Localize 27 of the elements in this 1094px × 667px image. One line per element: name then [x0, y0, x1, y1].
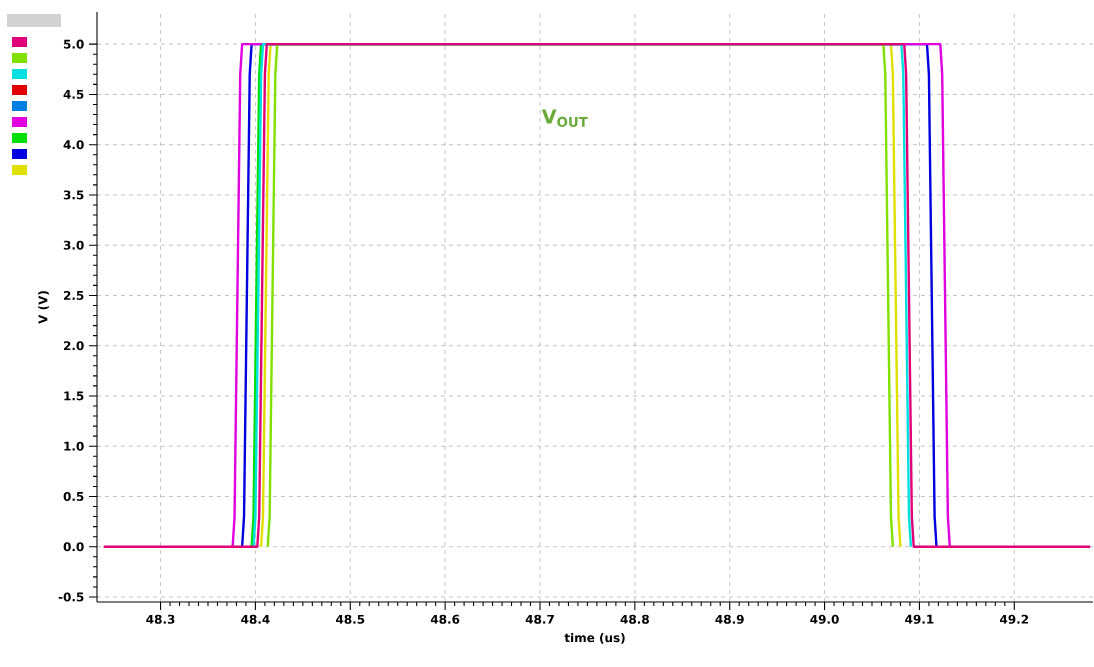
y-tick-label: 5.0 [63, 39, 84, 49]
x-tick-label: 48.5 [336, 614, 365, 624]
y-tick-label: 1.5 [64, 391, 84, 401]
y-tick-label: 0.5 [63, 491, 84, 501]
x-tick-label: 49.1 [905, 614, 934, 624]
line-series [250, 42, 263, 548]
x-tick-label: 48.4 [241, 614, 270, 624]
y-tick-label: 0.0 [63, 542, 84, 552]
x-axis-title: time (us) [564, 632, 625, 644]
y-tick-label: 4.5 [63, 89, 84, 99]
y-tick-label: 2.0 [63, 341, 84, 351]
x-tick-label: 48.6 [430, 614, 460, 624]
x-tick-label: 49.0 [810, 614, 839, 624]
x-tick-label: 48.8 [620, 614, 649, 624]
y-tick-label: 1.0 [64, 441, 84, 451]
x-tick-label: 48.9 [715, 614, 744, 624]
x-tick-label: 48.7 [525, 614, 554, 624]
x-tick-label: 49.2 [1000, 614, 1029, 624]
y-axis-title: V (V) [38, 291, 49, 324]
y-tick-label: 4.0 [63, 140, 84, 150]
y-tick-label: 3.0 [63, 240, 84, 250]
annotation: V$_{OUT}$ [541, 109, 588, 127]
y-tick-label: -0.5 [58, 592, 84, 602]
line-series [102, 42, 1092, 548]
y-tick-label: 3.5 [63, 190, 84, 200]
y-tick-label: 2.5 [63, 290, 84, 300]
x-tick-label: 48.3 [146, 614, 175, 624]
